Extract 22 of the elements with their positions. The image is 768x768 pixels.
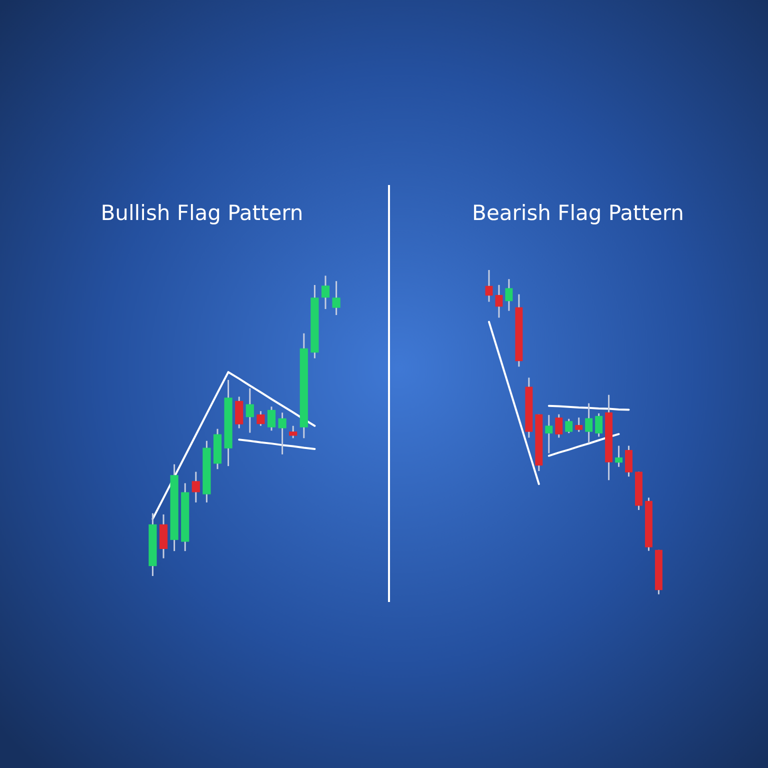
candlestick — [495, 284, 503, 318]
candlestick — [545, 414, 553, 454]
candlestick — [615, 445, 623, 468]
candlestick — [267, 406, 276, 432]
candlestick — [555, 414, 563, 438]
candlestick — [235, 396, 244, 429]
chart-title: Bullish Flag Pattern — [100, 201, 304, 225]
candlestick — [278, 412, 286, 456]
chart-title: Bearish Flag Pattern — [472, 201, 684, 225]
candlestick — [289, 425, 298, 439]
candlestick — [192, 471, 200, 504]
candlestick — [585, 402, 593, 444]
candlestick — [505, 278, 513, 312]
candlestick — [595, 412, 603, 438]
candlestick — [246, 388, 254, 434]
candlestick — [332, 280, 340, 316]
candlestick — [625, 445, 632, 478]
candlestick — [575, 416, 583, 433]
candlestick — [565, 418, 573, 434]
candlestick — [485, 269, 493, 303]
candlestick — [256, 410, 265, 427]
candlestick — [321, 274, 330, 310]
